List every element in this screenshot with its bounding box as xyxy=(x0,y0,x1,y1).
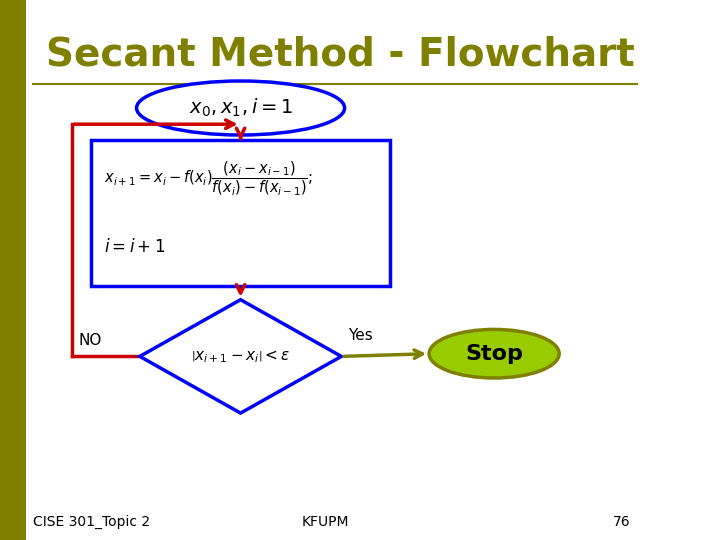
Text: NO: NO xyxy=(78,333,102,348)
Text: $i = i + 1$: $i = i + 1$ xyxy=(104,239,165,256)
Text: KFUPM: KFUPM xyxy=(302,515,349,529)
Text: 76: 76 xyxy=(613,515,631,529)
Text: $x_0, x_1, i = 1$: $x_0, x_1, i = 1$ xyxy=(189,97,292,119)
Text: $\left|x_{i+1} - x_i\right| < \varepsilon$: $\left|x_{i+1} - x_i\right| < \varepsilo… xyxy=(191,348,290,364)
Polygon shape xyxy=(140,300,341,413)
FancyBboxPatch shape xyxy=(91,140,390,286)
Text: Secant Method - Flowchart: Secant Method - Flowchart xyxy=(45,35,634,73)
Text: Yes: Yes xyxy=(348,328,373,343)
FancyBboxPatch shape xyxy=(0,0,26,540)
Text: CISE 301_Topic 2: CISE 301_Topic 2 xyxy=(32,515,150,529)
Ellipse shape xyxy=(429,329,559,378)
Text: $x_{i+1} = x_i - f(x_i)\dfrac{(x_i - x_{i-1})}{f(x_i) - f(x_{i-1})};$: $x_{i+1} = x_i - f(x_i)\dfrac{(x_i - x_{… xyxy=(104,159,313,197)
Ellipse shape xyxy=(137,81,345,135)
Text: Stop: Stop xyxy=(465,343,523,364)
